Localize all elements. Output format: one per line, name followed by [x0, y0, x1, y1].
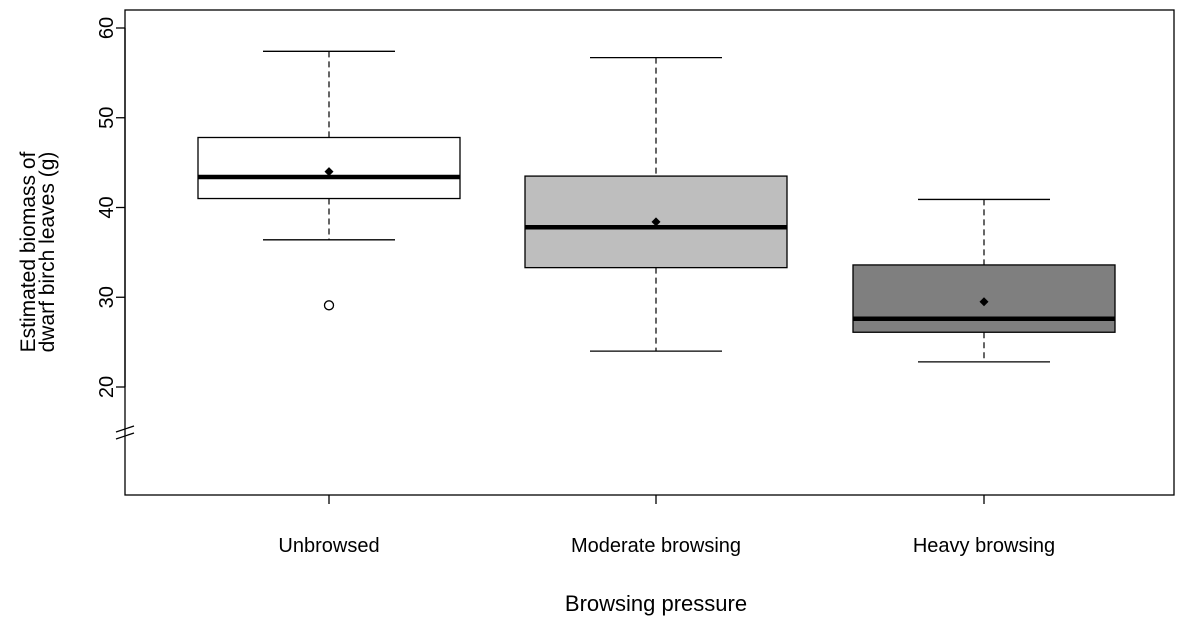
box-group: [524, 56, 788, 352]
y-axis-title-line-1: Estimated biomass of: [17, 151, 40, 352]
x-tick-label: Unbrowsed: [278, 535, 379, 557]
y-tick-label: 60: [96, 17, 118, 39]
y-tick-label-group: 40: [96, 196, 118, 218]
mean-marker: [651, 217, 661, 227]
y-tick-label-group: 50: [96, 107, 118, 129]
x-axis-title: Browsing pressure: [565, 591, 747, 616]
y-tick-label: 30: [96, 286, 118, 308]
outlier-point: [323, 300, 335, 311]
axis-break-line: [115, 432, 135, 440]
axis-break-mark: [115, 425, 135, 440]
y-tick-label: 50: [96, 107, 118, 129]
x-tick-label: Heavy browsing: [913, 535, 1055, 557]
y-tick-label-group: 60: [96, 17, 118, 39]
y-tick-label-group: 30: [96, 286, 118, 308]
axis-break-line: [115, 425, 135, 433]
box-group: [852, 198, 1116, 363]
x-axis: Unbrowsed Moderate browsing Heavy browsing: [278, 495, 1055, 557]
y-axis-title-line-2: dwarf birch leaves (g): [36, 152, 59, 353]
mean-marker: [324, 167, 334, 177]
mean-marker: [979, 297, 989, 307]
x-tick-label: Moderate browsing: [571, 535, 741, 557]
box-groups: [197, 50, 1116, 363]
y-tick-label: 40: [96, 196, 118, 218]
y-axis: 20 30 40 50 60: [96, 17, 126, 398]
box-group: [197, 50, 461, 311]
y-tick-label: 20: [96, 376, 118, 398]
y-axis-title: Estimated biomass of dwarf birch leaves …: [17, 151, 59, 352]
y-tick-label-group: 20: [96, 376, 118, 398]
